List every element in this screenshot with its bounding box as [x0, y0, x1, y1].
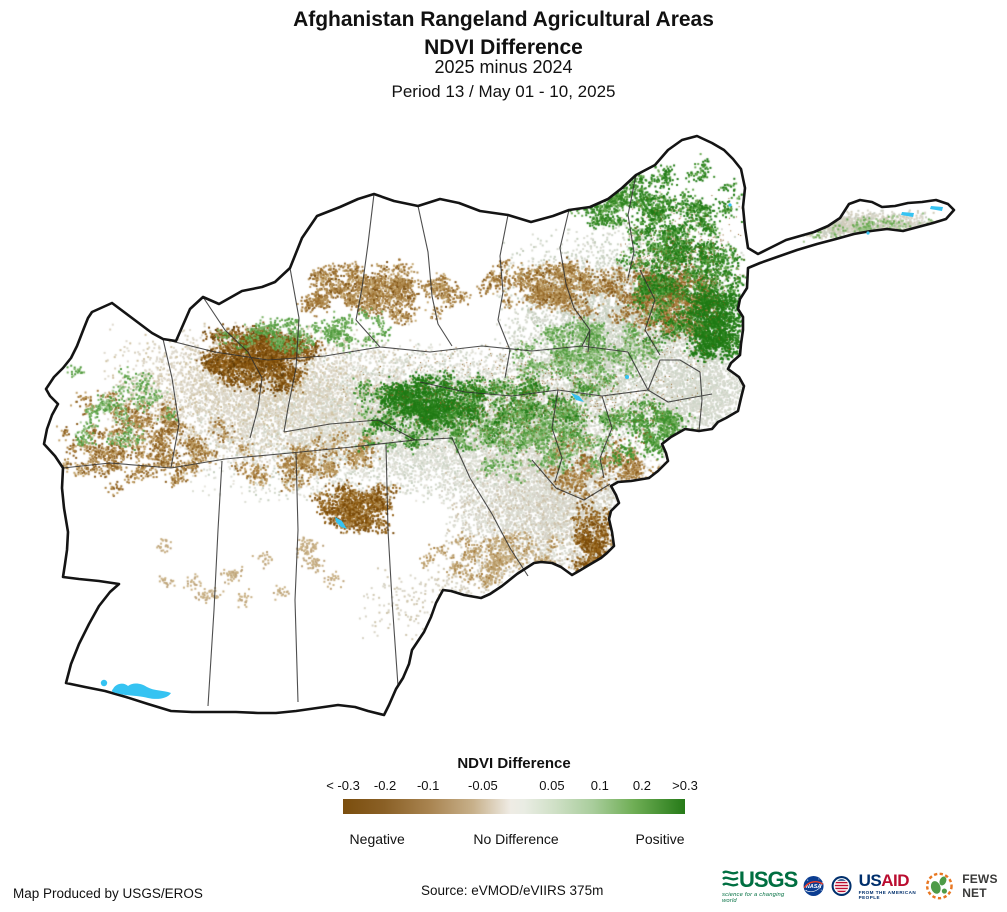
fewsnet-globe-icon — [926, 872, 954, 900]
fewsnet-wordmark: FEWS NET — [962, 872, 998, 900]
usaid-logo: USAID FROM THE AMERICAN PEOPLE — [859, 872, 920, 900]
legend-tick-label: 0.1 — [590, 778, 609, 793]
legend-color-ramp — [343, 799, 685, 814]
usgs-tagline: science for a changing world — [722, 891, 785, 904]
usaid-tagline: FROM THE AMERICAN PEOPLE — [858, 889, 917, 900]
country-border — [42, 134, 956, 717]
kajaki-reservoir — [335, 517, 347, 529]
usaid-wordmark-aid: AID — [881, 870, 910, 890]
legend-category-labels: Negative No Difference Positive — [343, 831, 685, 847]
usgs-wave-icon — [722, 870, 739, 887]
usaid-seal-icon — [831, 876, 852, 896]
map-credit: Map Produced by USGS/EROS — [13, 886, 203, 901]
small-lake-3 — [625, 375, 629, 379]
wakhan-lake-1 — [901, 212, 914, 217]
province-boundaries — [62, 174, 713, 707]
legend-tick-label: >0.3 — [672, 778, 698, 793]
legend-category-label: Negative — [349, 831, 405, 847]
usaid-wordmark-us: US — [858, 870, 882, 890]
nasa-logo: NASA — [803, 876, 824, 896]
legend-category-label: Positive — [635, 831, 685, 847]
usgs-wordmark: USGS — [739, 866, 798, 892]
small-lake-1 — [728, 203, 732, 207]
small-lake-2 — [866, 231, 870, 235]
logo-row: USGS science for a changing world NASA — [722, 863, 1007, 909]
legend-tick-label: -0.05 — [468, 778, 498, 793]
legend-tick-label: -0.2 — [373, 778, 397, 793]
lakes — [100, 203, 943, 699]
legend-category-label: No Difference — [473, 831, 559, 847]
hamun-lake — [112, 683, 171, 699]
legend-tick-label: 0.05 — [539, 778, 565, 793]
hamun-lake-west-lobe — [100, 679, 108, 687]
legend-tick-labels: < -0.3 -0.2 -0.1 -0.05 0.05 0.1 0.2 >0.3 — [326, 778, 698, 794]
data-source: Source: eVMOD/eVIIRS 375m — [421, 883, 604, 898]
naghlu-reservoir — [571, 393, 584, 402]
legend-title: NDVI Difference — [457, 755, 571, 772]
legend-tick-label: < -0.3 — [326, 778, 360, 793]
legend-tick-label: 0.2 — [632, 778, 651, 793]
svg-text:NASA: NASA — [806, 884, 822, 890]
usgs-logo: USGS science for a changing world — [722, 866, 798, 905]
legend-tick-label: -0.1 — [416, 778, 440, 793]
wakhan-lake-2 — [930, 206, 943, 211]
